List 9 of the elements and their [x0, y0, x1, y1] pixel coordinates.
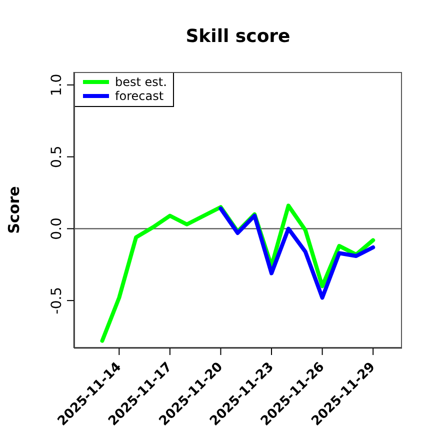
line-series — [218, 206, 376, 300]
chart-title: Skill score — [184, 26, 292, 47]
legend-label: forecast — [115, 89, 164, 103]
y-tick-label: -0.5 — [49, 286, 65, 314]
y-tick-label: 1.0 — [49, 74, 65, 96]
legend-label: best est. — [115, 75, 167, 89]
y-tick-label: 0.0 — [49, 218, 65, 240]
y-axis-title: Score — [5, 186, 23, 234]
y-tick-label: 0.5 — [49, 146, 65, 168]
